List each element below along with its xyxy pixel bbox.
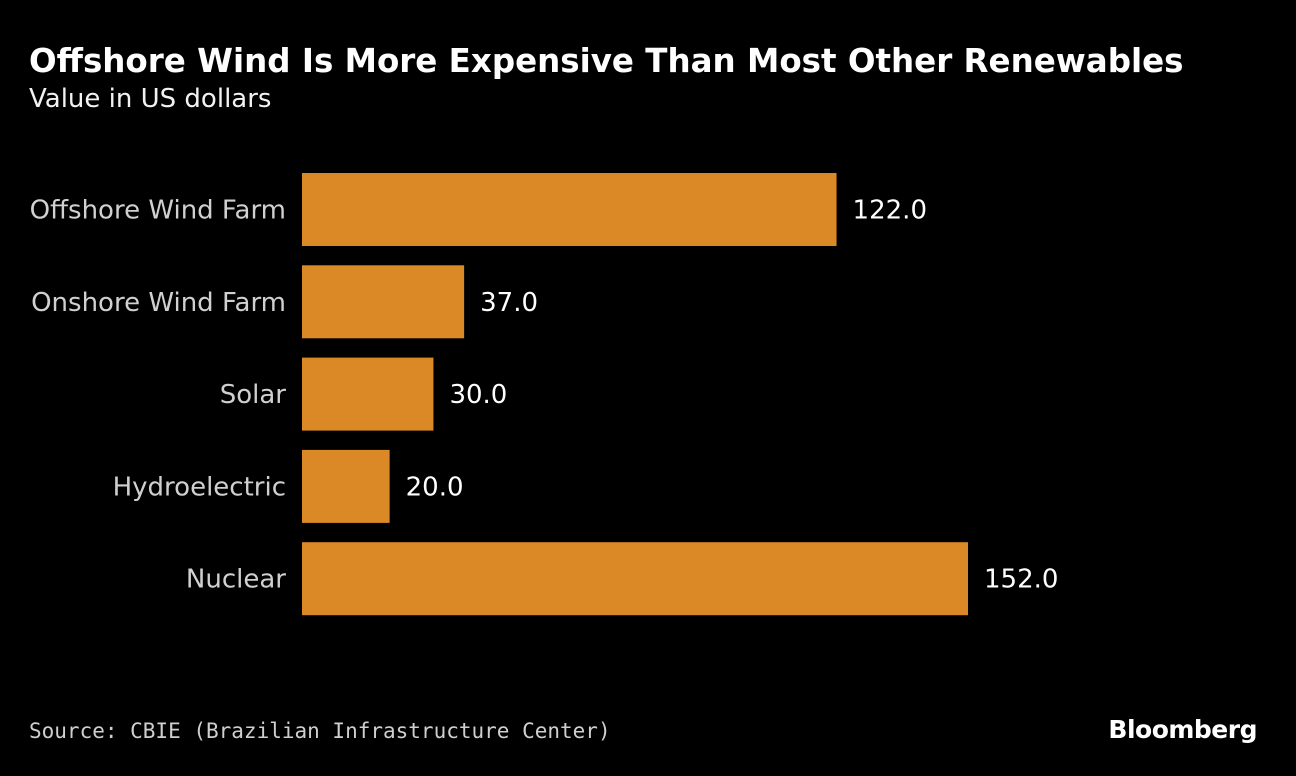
bar <box>302 449 390 523</box>
category-label: Onshore Wind Farm <box>31 288 286 318</box>
value-label: 37.0 <box>480 288 538 318</box>
bar <box>302 542 968 616</box>
value-label: 30.0 <box>449 380 507 410</box>
category-label: Hydroelectric <box>113 472 286 502</box>
bar <box>302 265 465 339</box>
category-label: Nuclear <box>186 565 286 595</box>
category-label: Solar <box>220 380 287 410</box>
chart-title: Offshore Wind Is More Expensive Than Mos… <box>29 42 1184 80</box>
value-label: 152.0 <box>984 565 1058 595</box>
chart-subtitle: Value in US dollars <box>29 84 272 114</box>
value-label: 122.0 <box>853 196 927 226</box>
bar <box>302 357 434 431</box>
category-label: Offshore Wind Farm <box>30 196 286 226</box>
value-label: 20.0 <box>406 472 464 502</box>
source-note: Source: CBIE (Brazilian Infrastructure C… <box>29 719 611 743</box>
bloomberg-logo: Bloomberg <box>1108 715 1257 744</box>
bar <box>302 173 837 246</box>
